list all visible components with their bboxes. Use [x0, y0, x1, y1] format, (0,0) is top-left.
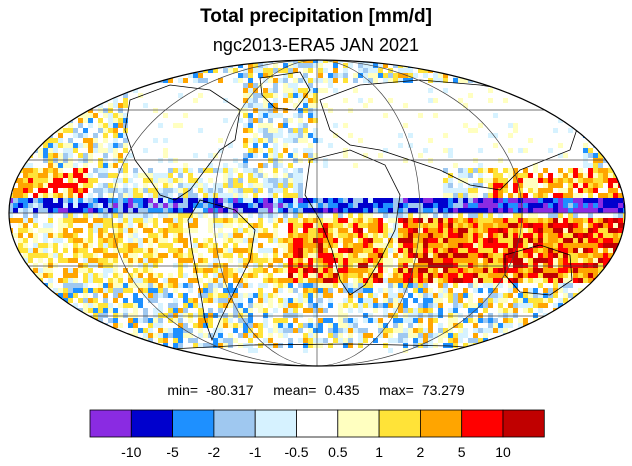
colorbar-tick-label: -5	[166, 444, 179, 460]
colorbar-swatch	[296, 409, 339, 438]
colorbar-swatch	[130, 409, 174, 438]
graticule	[9, 60, 625, 366]
colorbar-swatch	[254, 409, 297, 438]
colorbar-swatch	[213, 409, 256, 438]
colorbar-tick-label: -0.5	[284, 444, 308, 460]
colorbar-swatch	[337, 409, 380, 438]
max-value: 73.279	[421, 382, 465, 398]
colorbar-swatch	[172, 409, 215, 438]
max-label: max=	[379, 382, 414, 398]
colorbar-tick-label: -10	[121, 444, 141, 460]
colorbar-swatch	[89, 409, 132, 438]
colorbar-tick-label: 0.5	[328, 444, 348, 460]
colorbar-tick-label: -2	[208, 444, 221, 460]
colorbar-tick-label: 5	[458, 444, 466, 460]
mean-label: mean=	[273, 382, 317, 398]
colorbar-swatch	[502, 409, 545, 438]
colorbar-swatch	[378, 409, 421, 438]
chart-subtitle: ngc2013-ERA5 JAN 2021	[212, 35, 420, 55]
colorbar-tick-label: 2	[417, 444, 425, 460]
mean-value: 0.435	[324, 382, 360, 398]
colorbar-tick-label: 10	[495, 444, 511, 460]
colorbar-tick-label: -1	[249, 444, 262, 460]
colorbar-swatch	[419, 409, 463, 438]
chart-title: Total precipitation [mm/d]	[200, 6, 432, 27]
colorbar-tick-label: 1	[375, 444, 383, 460]
stats-line: min= -80.317 mean= 0.435 max= 73.279	[0, 382, 632, 398]
min-label: min=	[167, 382, 199, 398]
min-value: -80.317	[206, 382, 254, 398]
map-border	[8, 59, 626, 367]
colorbar-swatch	[461, 409, 504, 438]
